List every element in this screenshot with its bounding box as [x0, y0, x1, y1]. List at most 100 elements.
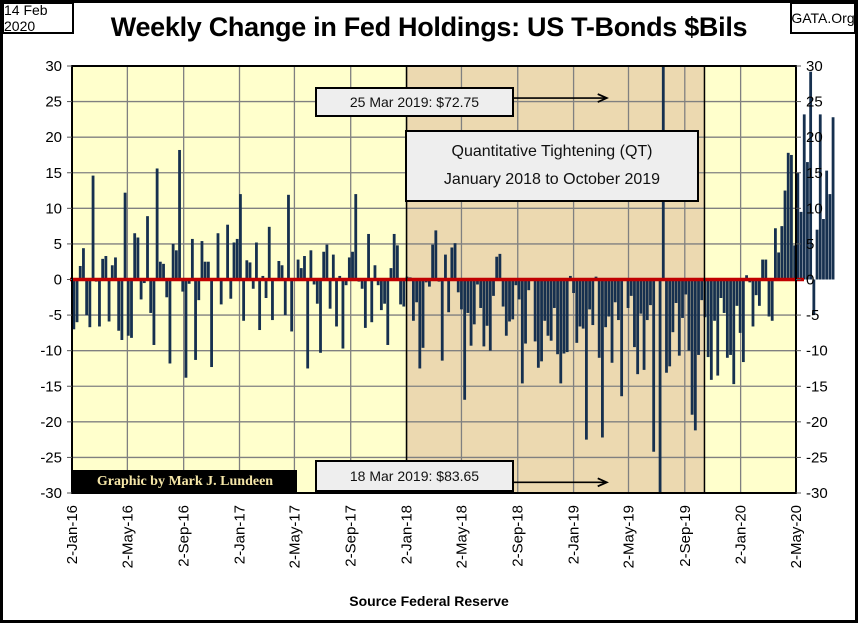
y-tick-label: 20 — [45, 129, 62, 146]
bar — [751, 279, 755, 327]
bar — [190, 238, 194, 280]
bar — [399, 279, 402, 305]
bar — [527, 279, 531, 291]
y-tick-label-right: 30 — [806, 58, 823, 75]
bar — [126, 279, 130, 336]
bar — [642, 279, 646, 370]
bar — [104, 256, 108, 280]
bar — [812, 279, 816, 316]
bar — [331, 254, 335, 280]
bar — [200, 241, 204, 280]
bar — [383, 279, 386, 304]
bar — [706, 279, 710, 358]
bar — [453, 243, 457, 280]
credit-label: Graphic by Mark J. Lundeen — [73, 470, 297, 494]
bar — [450, 247, 454, 280]
bar — [415, 279, 419, 303]
bar — [162, 263, 165, 280]
bar — [732, 279, 736, 385]
bar — [498, 253, 502, 280]
bar — [165, 279, 169, 298]
bar — [98, 279, 101, 327]
bar — [604, 279, 608, 328]
bar — [107, 279, 111, 322]
bar — [440, 279, 444, 361]
y-tick-label: 15 — [45, 165, 62, 182]
bar — [783, 190, 787, 280]
bar — [258, 279, 262, 331]
bar — [754, 279, 758, 296]
bar — [617, 279, 620, 321]
bar — [514, 279, 518, 286]
bar — [149, 279, 153, 313]
bar — [168, 279, 172, 364]
bar — [540, 279, 543, 362]
x-tick-label: 2-Jan-19 — [566, 505, 583, 564]
bar — [101, 258, 105, 280]
y-tick-label: -30 — [40, 485, 62, 502]
bar — [88, 279, 92, 328]
bar — [552, 279, 556, 308]
y-axis-left: 30 25 20 15 10 5 0 -5 -10 -15 -20 -25 -30 — [40, 58, 72, 502]
annotation-bottom-text: 18 Mar 2019: $83.65 — [349, 468, 480, 484]
bar — [767, 279, 771, 317]
y-tick-label: 30 — [45, 58, 62, 75]
date-label: 14 Feb 2020 — [2, 2, 74, 34]
bar — [591, 279, 595, 326]
bar — [492, 279, 495, 296]
bar — [309, 250, 313, 280]
bar — [463, 279, 467, 400]
y-tick-label-right: 10 — [806, 200, 823, 217]
bar — [271, 279, 274, 321]
bar — [418, 279, 422, 369]
y-tick-label-right: -25 — [806, 449, 828, 466]
bar — [322, 251, 326, 280]
bar — [431, 244, 435, 280]
bar — [777, 252, 781, 280]
bar — [806, 162, 809, 280]
x-tick-label: 2-Jan-18 — [399, 505, 416, 564]
y-tick-label-right: -15 — [806, 378, 828, 395]
bar — [546, 279, 550, 336]
qt-annotation: Quantitative Tightening (QT) January 201… — [405, 130, 699, 202]
bar — [482, 279, 486, 347]
bar — [511, 279, 515, 320]
bar — [485, 279, 489, 326]
bar — [229, 279, 233, 299]
bar — [373, 265, 377, 280]
bar — [815, 229, 819, 280]
bar — [315, 279, 319, 304]
arrow-head-icon — [597, 477, 609, 488]
bar — [809, 71, 813, 280]
bar — [828, 194, 832, 280]
source-label: Source Federal Reserve — [349, 593, 509, 609]
y-tick-label-right: -30 — [806, 485, 828, 502]
bar — [581, 279, 585, 329]
bar — [610, 279, 614, 363]
annotation-top: 25 Mar 2019: $72.75 — [315, 87, 514, 117]
y-tick-label: -25 — [40, 449, 62, 466]
arrow-head-icon — [597, 93, 609, 103]
bar — [597, 279, 601, 358]
bar — [239, 194, 242, 280]
annotation-top-text: 25 Mar 2019: $72.75 — [349, 94, 480, 110]
bar — [722, 279, 726, 313]
bar — [681, 279, 684, 318]
bar — [82, 248, 85, 280]
y-tick-label: -20 — [40, 414, 62, 431]
bar — [267, 226, 271, 280]
bar — [447, 279, 451, 313]
bar — [290, 279, 294, 332]
bar — [78, 265, 82, 280]
bar — [652, 279, 656, 452]
bar — [533, 279, 537, 342]
bar — [363, 279, 367, 328]
y-tick-label-right: 15 — [806, 165, 823, 182]
bar — [203, 261, 207, 280]
bar — [684, 279, 688, 295]
x-tick-label: 2-Sep-17 — [343, 505, 360, 567]
bar — [264, 279, 268, 299]
bar — [389, 268, 393, 280]
bar — [479, 279, 483, 308]
bar — [568, 275, 572, 280]
